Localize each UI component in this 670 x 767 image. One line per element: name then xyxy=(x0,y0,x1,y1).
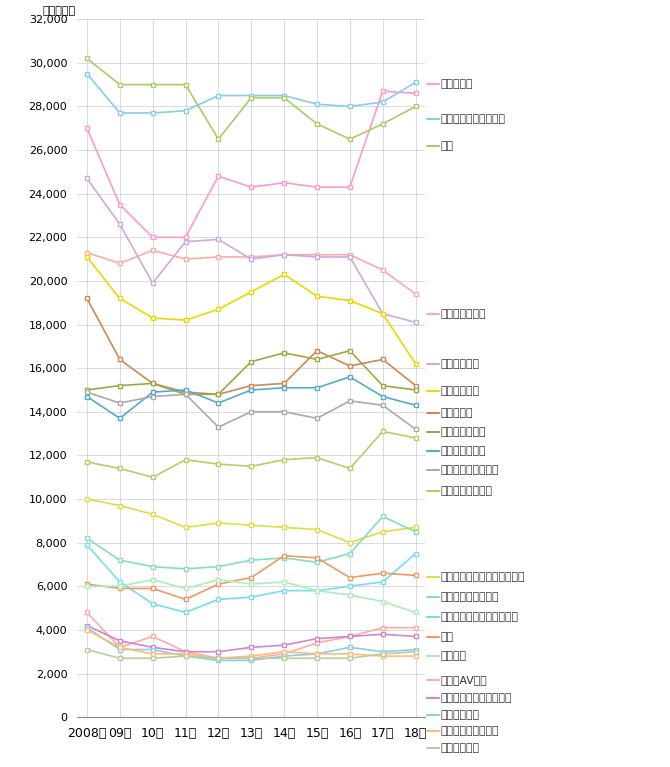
Text: 自動車・関連品: 自動車・関連品 xyxy=(441,446,486,456)
Text: 情報・通信: 情報・通信 xyxy=(441,79,474,90)
Text: 薬品・医療用品: 薬品・医療用品 xyxy=(441,426,486,437)
Text: 飲料・嗜好品: 飲料・嗜好品 xyxy=(441,359,480,370)
Text: 金融・保険: 金融・保険 xyxy=(441,407,474,418)
Text: 化妝品・トイレタリー: 化妝品・トイレタリー xyxy=(441,114,506,124)
Text: 教育・医療サービス・宗教: 教育・医療サービス・宗教 xyxy=(441,611,519,622)
Text: 流通・小売業: 流通・小売業 xyxy=(441,386,480,397)
Text: 精密機器・事務用品: 精密機器・事務用品 xyxy=(441,726,499,736)
Text: 案内・その他: 案内・その他 xyxy=(441,709,480,720)
Text: 交通・レジャー: 交通・レジャー xyxy=(441,309,486,320)
Text: エネルギー・素材・機械: エネルギー・素材・機械 xyxy=(441,693,513,703)
Text: 趣味・スポーツ用品: 趣味・スポーツ用品 xyxy=(441,591,499,602)
Text: 出版: 出版 xyxy=(441,631,454,642)
Text: 官公庁・団体: 官公庁・団体 xyxy=(441,742,480,753)
Text: 食品: 食品 xyxy=(441,140,454,151)
Text: 外食・各種サービス: 外食・各種サービス xyxy=(441,465,499,476)
Text: ファッション・アクセサリー: ファッション・アクセサリー xyxy=(441,571,525,582)
Text: 家庭用品: 家庭用品 xyxy=(441,650,467,661)
Text: 不動産・住宅設備: 不動産・住宅設備 xyxy=(441,486,493,496)
Text: 家電・AV機器: 家電・AV機器 xyxy=(441,674,488,685)
Text: （千万円）: （千万円） xyxy=(42,5,75,15)
